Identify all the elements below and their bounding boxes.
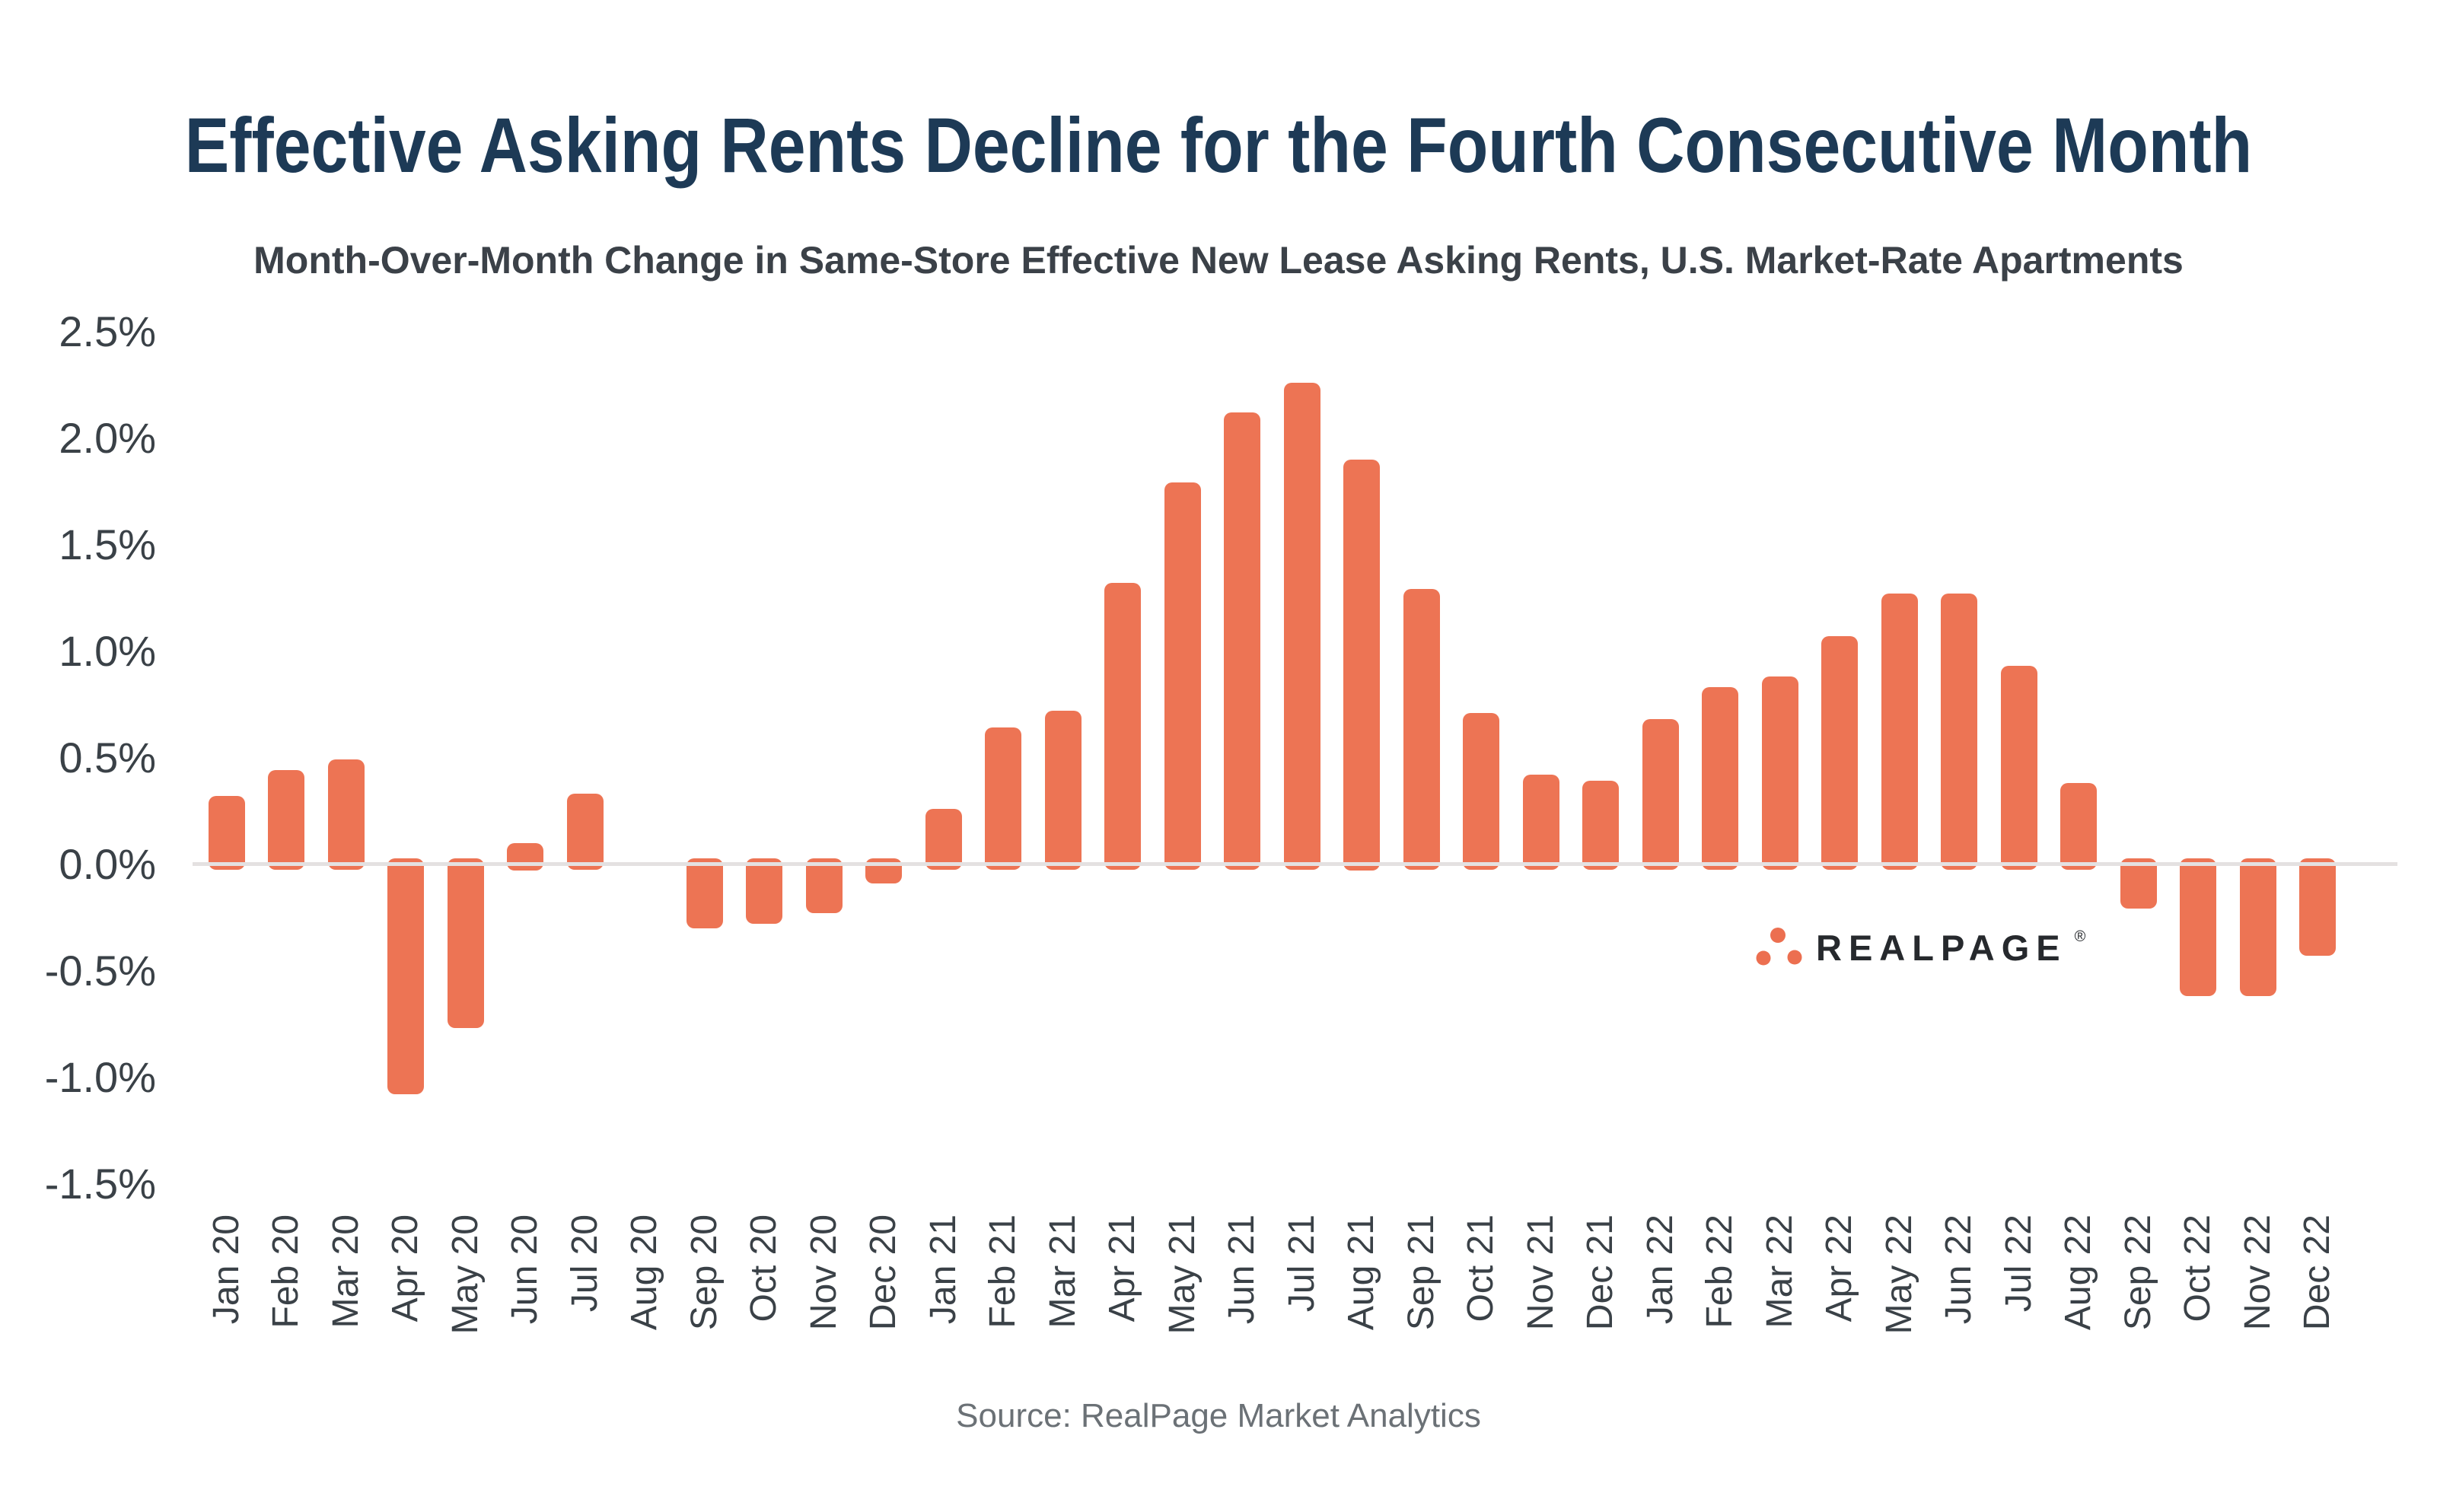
zero-baseline (193, 862, 2397, 866)
y-axis-tick-label: 2.0% (59, 413, 156, 462)
source-note: Source: RealPage Market Analytics (956, 1397, 1481, 1434)
bar-apr-21 (1104, 582, 1141, 871)
bar-sep-21 (1403, 589, 1440, 871)
x-axis-tick-label: Mar 20 (325, 1214, 366, 1329)
x-axis-tick-label: Jun 21 (1222, 1214, 1262, 1325)
x-axis-tick-label: Jul 20 (564, 1214, 605, 1313)
bar-jun-21 (1224, 412, 1260, 871)
bar-jan-21 (925, 808, 962, 871)
x-axis-tick-label: Feb 22 (1700, 1214, 1740, 1329)
bar-jun-20 (507, 842, 543, 871)
x-axis-tick-label: Jul 22 (1998, 1214, 2039, 1313)
bar-nov-21 (1522, 774, 1559, 871)
x-axis-tick-label: May 22 (1878, 1214, 1919, 1335)
x-axis-tick-label: Oct 22 (2177, 1214, 2218, 1323)
x-axis-tick-label: Apr 21 (1102, 1214, 1142, 1323)
y-axis-tick-label: -0.5% (44, 946, 156, 995)
x-axis-tick-label: Jun 22 (1938, 1214, 1979, 1325)
y-axis-tick-label: 1.5% (59, 520, 156, 568)
bar-dec-22 (2299, 858, 2336, 956)
x-axis-tick-label: Aug 20 (624, 1214, 664, 1331)
x-axis-tick-label: Mar 22 (1759, 1214, 1800, 1329)
x-axis-tick-label: Jun 20 (505, 1214, 545, 1325)
bar-aug-21 (1343, 459, 1380, 871)
bar-nov-20 (805, 858, 843, 913)
y-axis-tick-label: 2.5% (59, 307, 156, 355)
x-axis-tick-label: Apr 22 (1819, 1214, 1859, 1323)
bar-jun-22 (1941, 593, 1977, 871)
x-axis-tick-label: Oct 21 (1461, 1214, 1501, 1323)
x-axis-tick-label: Dec 20 (863, 1214, 903, 1331)
chart-subtitle: Month-Over-Month Change in Same-Store Ef… (253, 239, 2184, 282)
bar-jan-20 (208, 795, 245, 871)
bar-dec-21 (1582, 781, 1619, 871)
x-axis-tick-label: Apr 20 (385, 1214, 425, 1323)
x-axis-tick-label: Aug 21 (1341, 1214, 1381, 1331)
bar-mar-20 (327, 759, 365, 871)
y-axis-tick-label: -1.5% (44, 1159, 156, 1208)
x-axis-tick-label: Nov 22 (2237, 1214, 2278, 1331)
bar-sep-20 (686, 858, 723, 928)
x-axis-tick-label: Sep 20 (683, 1214, 725, 1331)
bar-nov-22 (2239, 858, 2276, 997)
x-axis-tick-label: Jan 22 (1639, 1214, 1680, 1325)
x-axis-tick-label: Sep 21 (1400, 1214, 1441, 1331)
bar-jul-22 (2000, 666, 2037, 871)
bar-sep-22 (2120, 858, 2157, 909)
x-axis-tick-label: Sep 22 (2117, 1214, 2158, 1331)
bar-jul-20 (566, 794, 604, 871)
bar-oct-20 (746, 858, 782, 924)
x-axis-tick-label: Feb 20 (266, 1214, 306, 1329)
x-axis-tick-label: Jan 20 (205, 1214, 247, 1325)
bar-mar-22 (1761, 676, 1798, 871)
x-axis-tick-label: Jul 21 (1281, 1214, 1322, 1313)
realpage-logo: REALPAGE ® (1755, 925, 2085, 971)
registered-trademark-icon: ® (2074, 928, 2086, 945)
x-axis-tick-label: Feb 21 (983, 1214, 1023, 1329)
bar-apr-22 (1821, 635, 1858, 871)
bar-may-21 (1164, 482, 1201, 871)
y-axis-tick-label: -1.0% (44, 1052, 156, 1101)
bar-feb-20 (268, 770, 304, 871)
x-axis-tick-label: Dec 21 (1580, 1214, 1620, 1331)
logo-dots-icon (1756, 928, 1802, 966)
bar-mar-21 (1044, 710, 1082, 871)
bar-feb-21 (985, 727, 1021, 871)
bar-feb-22 (1702, 687, 1738, 871)
logo-wordmark: REALPAGE (1816, 928, 2067, 968)
chart-title: Effective Asking Rents Decline for the F… (184, 102, 2253, 189)
x-axis-tick-label: Aug 22 (2058, 1214, 2098, 1331)
x-axis-tick-label: May 20 (444, 1214, 486, 1335)
x-axis-tick-label: Mar 21 (1042, 1214, 1083, 1329)
bar-may-22 (1881, 593, 1918, 871)
y-axis-tick-label: 0.0% (59, 839, 156, 888)
x-axis-tick-label: Dec 22 (2297, 1214, 2337, 1331)
bar-apr-20 (387, 858, 424, 1094)
bar-oct-21 (1463, 712, 1499, 871)
y-axis-tick-label: 1.0% (59, 626, 156, 675)
x-axis-tick-label: Jan 21 (922, 1214, 964, 1325)
bar-may-20 (447, 858, 484, 1029)
x-axis-tick-label: Oct 20 (744, 1214, 784, 1323)
x-axis-tick-label: Nov 20 (803, 1214, 844, 1331)
bar-oct-22 (2180, 858, 2216, 997)
bar-jan-22 (1642, 719, 1679, 871)
bar-jul-21 (1283, 382, 1320, 871)
bar-aug-22 (2060, 783, 2097, 871)
x-axis-tick-label: May 21 (1161, 1214, 1203, 1335)
y-axis-tick-label: 0.5% (59, 733, 156, 781)
x-axis-tick-label: Nov 21 (1520, 1214, 1561, 1331)
